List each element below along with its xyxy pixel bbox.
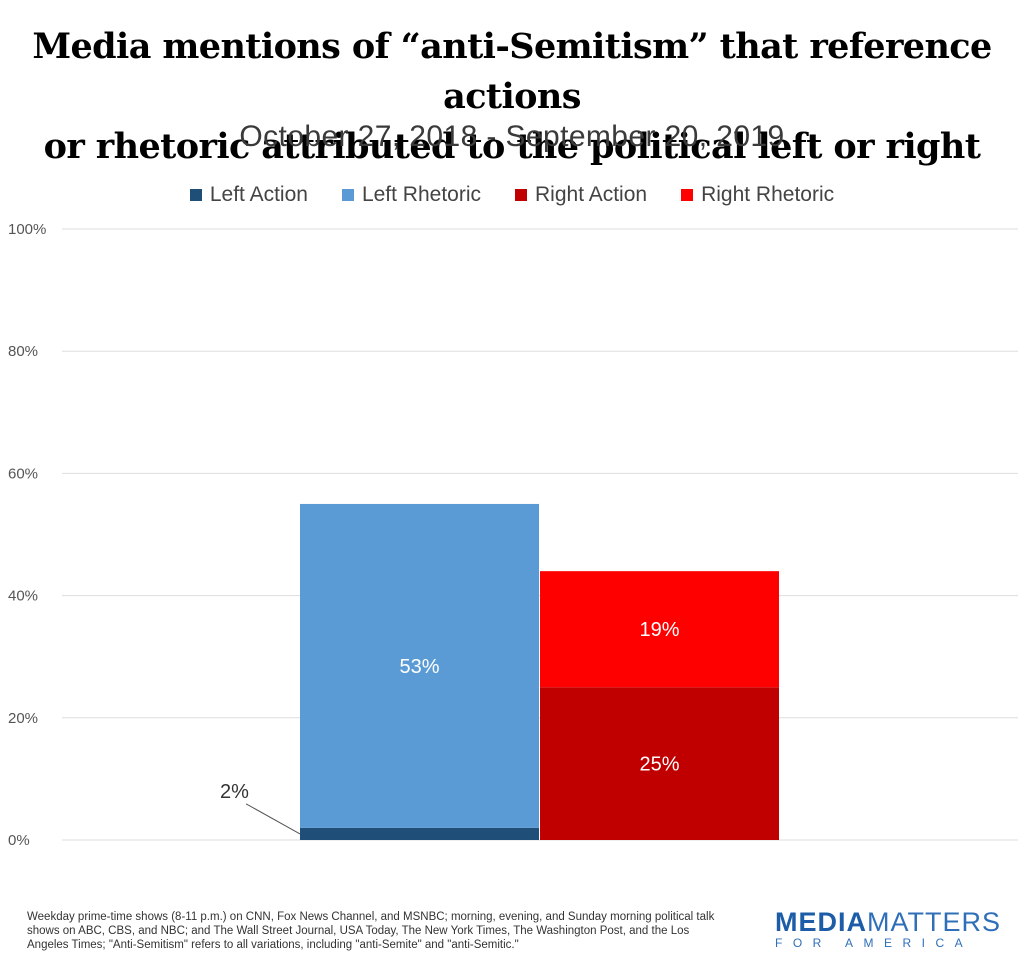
legend-label: Left Rhetoric — [361, 183, 481, 206]
bar-segment — [300, 503, 539, 828]
legend-swatch — [189, 189, 202, 201]
legend-item-right-action: Right Action — [515, 183, 647, 207]
chart-plot: 0% 20% 40% 60% 80% 100% 2% 53% 25% 19% — [8, 221, 1018, 849]
y-tick-label: 0% — [8, 832, 30, 849]
y-tick-label: 60% — [8, 465, 38, 482]
y-tick-label: 40% — [8, 588, 38, 605]
legend-item-right-rhetoric: Right Rhetoric — [681, 183, 834, 207]
logo-tagline: FOR AMERICA — [775, 936, 974, 950]
legend-item-left-rhetoric: Left Rhetoric — [341, 183, 481, 207]
footnote: Weekday prime-time shows (8-11 p.m.) on … — [27, 911, 715, 951]
legend-label: Left Action — [209, 183, 308, 206]
logo-bold: MEDIA — [775, 907, 867, 937]
y-tick-label: 100% — [8, 221, 46, 238]
y-tick-label: 20% — [8, 710, 38, 727]
data-label: 53% — [399, 656, 439, 678]
chart-title-line-1: Media mentions of “anti-Semitism” that r… — [32, 26, 992, 117]
chart-title: Media mentions of “anti-Semitism” that r… — [0, 22, 1024, 172]
bar-segment — [300, 827, 539, 840]
legend-swatch — [515, 189, 527, 201]
chart-title-line-2: or rhetoric attributed to the political … — [43, 126, 981, 167]
bar-segment — [540, 687, 779, 840]
legend-swatch — [681, 189, 694, 201]
data-label: 2% — [220, 781, 249, 803]
media-matters-logo: MEDIAMATTERS FOR AMERICA — [775, 907, 1000, 950]
leader-line — [245, 803, 301, 835]
chart-subtitle: October 27, 2018 - September 20, 2019 — [239, 120, 785, 153]
legend: Left Action Left Rhetoric Right Action R… — [0, 183, 1024, 207]
data-label: 25% — [639, 754, 679, 776]
legend-label: Right Action — [535, 183, 648, 206]
data-label: 19% — [639, 619, 679, 641]
bar-segment — [540, 571, 779, 688]
legend-item-left-action: Left Action — [189, 183, 308, 207]
legend-swatch — [341, 189, 354, 201]
logo-wordmark: MEDIAMATTERS — [775, 907, 1000, 937]
logo-light: MATTERS — [867, 907, 1001, 937]
legend-label: Right Rhetoric — [701, 183, 835, 206]
y-tick-label: 80% — [8, 343, 38, 360]
